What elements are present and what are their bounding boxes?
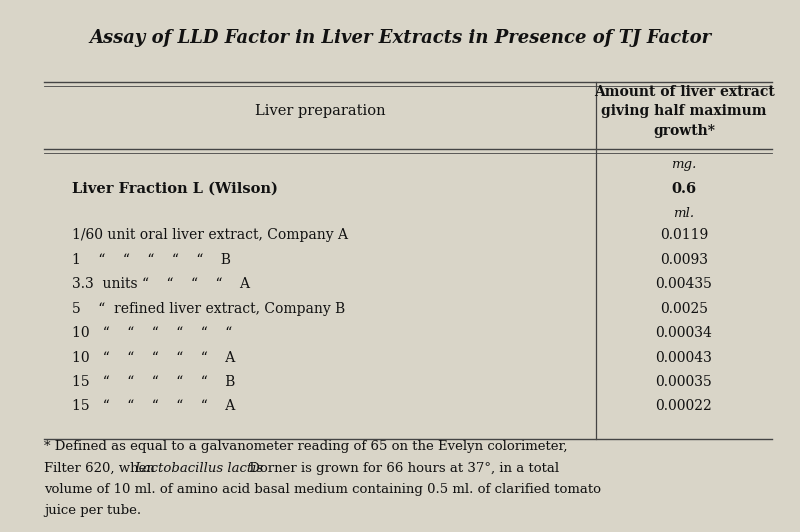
Text: 0.6: 0.6 <box>671 182 697 196</box>
Text: 0.00435: 0.00435 <box>655 277 713 291</box>
Text: Liver Fraction L (Wilson): Liver Fraction L (Wilson) <box>72 182 278 196</box>
Text: 3.3  units “    “    “    “    A: 3.3 units “ “ “ “ A <box>72 277 250 291</box>
Text: juice per tube.: juice per tube. <box>44 504 141 517</box>
Text: 5    “  refined liver extract, Company B: 5 “ refined liver extract, Company B <box>72 302 346 315</box>
Text: 0.0025: 0.0025 <box>660 302 708 315</box>
Text: 0.00035: 0.00035 <box>656 375 712 389</box>
Text: 10   “    “    “    “    “    A: 10 “ “ “ “ “ A <box>72 351 235 364</box>
Text: Filter 620, when: Filter 620, when <box>44 462 159 475</box>
Text: 15   “    “    “    “    “    B: 15 “ “ “ “ “ B <box>72 375 235 389</box>
Text: 0.0093: 0.0093 <box>660 253 708 267</box>
Text: 15   “    “    “    “    “    A: 15 “ “ “ “ “ A <box>72 400 235 413</box>
Text: Dorner is grown for 66 hours at 37°, in a total: Dorner is grown for 66 hours at 37°, in … <box>246 462 559 475</box>
Text: Amount of liver extract
giving half maximum
growth*: Amount of liver extract giving half maxi… <box>594 85 774 138</box>
Text: 0.00043: 0.00043 <box>655 351 713 364</box>
Text: 0.0119: 0.0119 <box>660 228 708 242</box>
Text: 0.00034: 0.00034 <box>655 326 713 340</box>
Text: ml.: ml. <box>674 207 694 220</box>
Text: 10   “    “    “    “    “    “: 10 “ “ “ “ “ “ <box>72 326 232 340</box>
Text: Lactobacillus lactis: Lactobacillus lactis <box>134 462 264 475</box>
Text: Liver preparation: Liver preparation <box>254 104 386 119</box>
Text: volume of 10 ml. of amino acid basal medium containing 0.5 ml. of clarified toma: volume of 10 ml. of amino acid basal med… <box>44 483 601 496</box>
Text: Assay of LLD Factor in Liver Extracts in Presence of TJ Factor: Assay of LLD Factor in Liver Extracts in… <box>89 29 711 47</box>
Text: 1/60 unit oral liver extract, Company A: 1/60 unit oral liver extract, Company A <box>72 228 348 242</box>
Text: 1    “    “    “    “    “    B: 1 “ “ “ “ “ B <box>72 253 231 267</box>
Text: * Defined as equal to a galvanometer reading of 65 on the Evelyn colorimeter,: * Defined as equal to a galvanometer rea… <box>44 440 567 453</box>
Text: 0.00022: 0.00022 <box>656 400 712 413</box>
Text: mg.: mg. <box>671 159 697 171</box>
